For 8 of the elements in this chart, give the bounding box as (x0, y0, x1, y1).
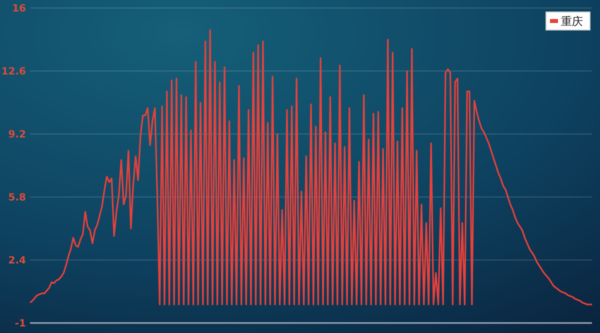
y-tick-label: 2.4 (8, 256, 26, 266)
line-series (29, 29, 593, 306)
y-tick-label: -1 (14, 318, 26, 330)
y-tick-label: 9.2 (8, 130, 26, 140)
y-tick-label: 12.6 (1, 66, 26, 78)
y-tick-label: 16 (12, 4, 26, 14)
y-tick-label: 5.8 (8, 192, 26, 204)
legend-label: 重庆 (561, 14, 583, 28)
